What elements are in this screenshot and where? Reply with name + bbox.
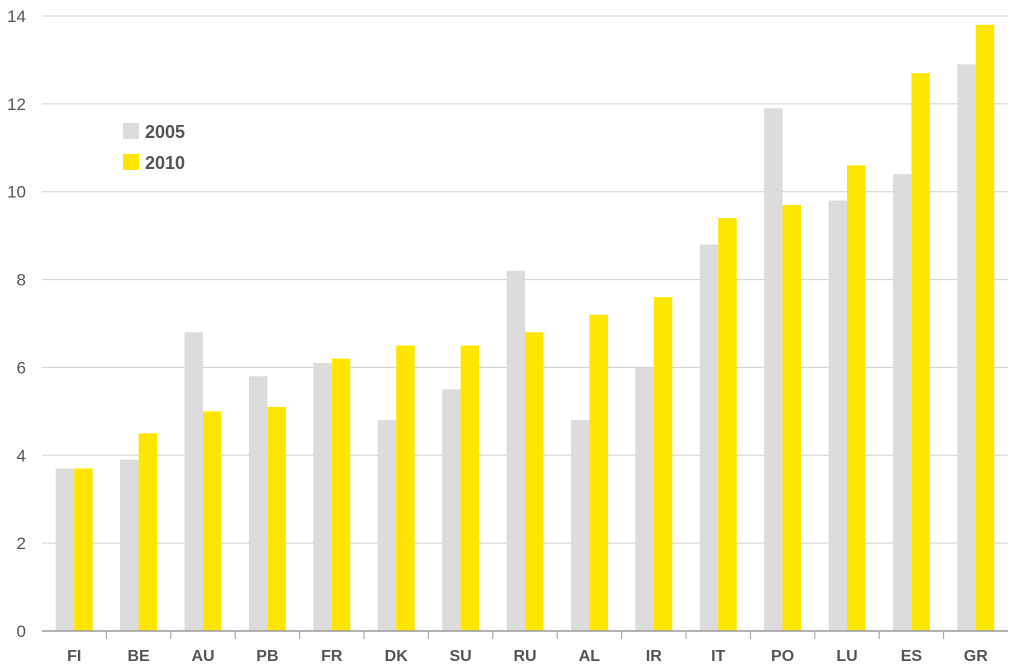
bar-2005-AL xyxy=(570,420,590,631)
x-tick-label: RU xyxy=(513,648,536,665)
bar-2010-AL xyxy=(589,314,608,631)
bar-2010-ES xyxy=(911,73,930,632)
bar-2010-RU xyxy=(525,332,544,631)
bar-2010-IR xyxy=(653,297,673,631)
bar-2005-GR xyxy=(957,64,976,632)
y-tick-label: 0 xyxy=(17,622,26,641)
bar-2005-PO xyxy=(764,108,783,631)
x-tick-label: IT xyxy=(711,648,725,665)
y-tick-label: 12 xyxy=(7,95,26,114)
bar-2010-BE xyxy=(138,433,158,631)
bar-2005-ES xyxy=(892,174,912,631)
bar-2005-PB xyxy=(248,376,268,631)
x-tick-label: ES xyxy=(901,648,923,665)
bars xyxy=(55,24,995,632)
x-tick-label: FI xyxy=(67,648,81,665)
bar-2010-SU xyxy=(460,345,480,631)
bar-2005-SU xyxy=(442,389,461,631)
bar-2010-PB xyxy=(267,406,286,631)
y-tick-label: 8 xyxy=(17,271,26,290)
x-tick-label: DK xyxy=(385,648,409,665)
axes: 0 2 4 6 8 10 12 14 FI BE AU PB FR DK SU RU AL IR IT PO LU ES G… xyxy=(7,7,1008,665)
legend-swatch-2005 xyxy=(123,123,139,139)
bar-2005-AU xyxy=(184,332,203,631)
bar-2010-PO xyxy=(782,204,802,631)
bar-2010-FI xyxy=(74,468,93,631)
x-tick-label: AL xyxy=(579,648,601,665)
bar-2005-LU xyxy=(828,200,847,631)
x-tick-label: SU xyxy=(449,648,471,665)
bar-2005-FR xyxy=(313,363,332,631)
bar-2010-AU xyxy=(203,411,222,631)
legend: 2005 2010 xyxy=(123,122,185,173)
legend-label-2005: 2005 xyxy=(145,122,185,142)
bar-2005-DK xyxy=(377,420,397,631)
x-tick-label: AU xyxy=(191,648,214,665)
y-tick-label: 4 xyxy=(17,446,26,465)
x-tick-label: FR xyxy=(321,648,343,665)
bar-2005-RU xyxy=(506,270,525,631)
x-tick-label: LU xyxy=(836,648,857,665)
y-tick-label: 14 xyxy=(7,7,26,26)
x-tick-label: IR xyxy=(646,648,662,665)
bar-2010-GR xyxy=(975,24,995,632)
x-tick-label: BE xyxy=(127,648,150,665)
bar-2005-IT xyxy=(699,244,719,631)
x-tick-label: GR xyxy=(964,648,988,665)
y-tick-label: 6 xyxy=(17,358,26,377)
bar-2010-DK xyxy=(396,345,415,631)
bar-2005-IR xyxy=(635,367,654,631)
y-tick-label: 2 xyxy=(17,534,26,553)
bar-2010-LU xyxy=(847,165,866,631)
bar-2010-FR xyxy=(331,358,351,631)
legend-swatch-2010 xyxy=(123,154,139,170)
bar-2010-IT xyxy=(718,218,737,632)
legend-label-2010: 2010 xyxy=(145,153,185,173)
y-tick-label: 10 xyxy=(7,183,26,202)
bar-2005-FI xyxy=(55,468,75,631)
x-tick-label: PO xyxy=(771,648,794,665)
x-tick-label: PB xyxy=(256,648,278,665)
bar-2005-BE xyxy=(120,459,139,631)
